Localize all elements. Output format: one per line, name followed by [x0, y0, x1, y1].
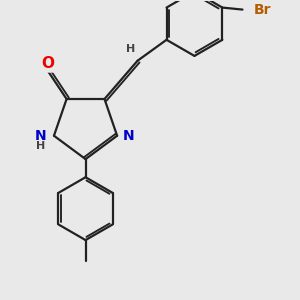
Text: Br: Br: [254, 3, 271, 16]
Text: N: N: [35, 129, 47, 143]
Text: H: H: [36, 141, 46, 151]
Text: H: H: [126, 44, 135, 55]
Text: N: N: [123, 129, 134, 143]
Text: O: O: [41, 56, 54, 71]
